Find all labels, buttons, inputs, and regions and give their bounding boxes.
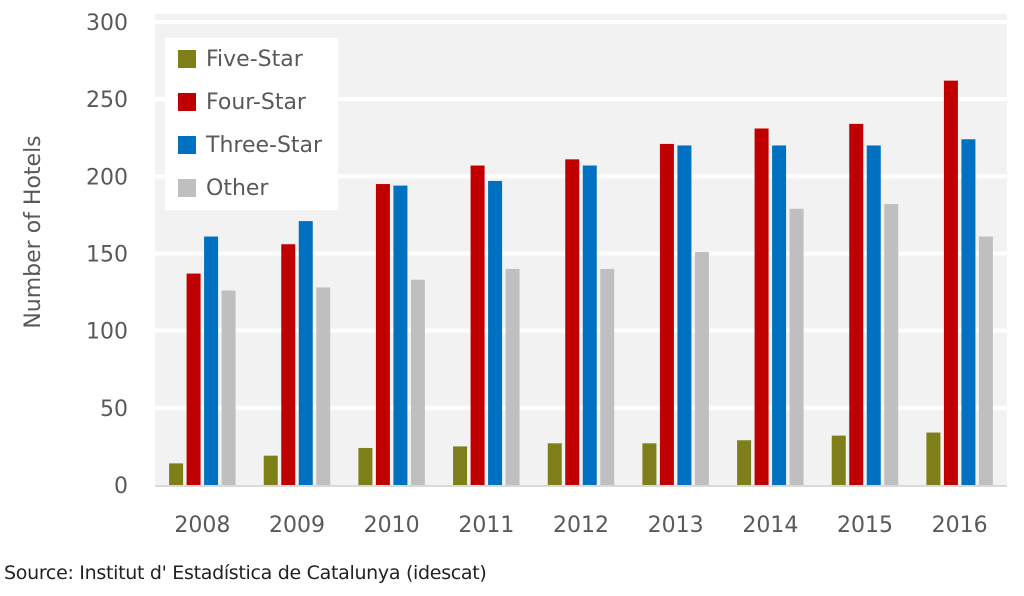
bar-three-star-2009 — [298, 221, 313, 485]
bar-five-star-2015 — [831, 435, 846, 485]
bar-other-2012 — [600, 268, 615, 485]
bar-three-star-2012 — [582, 165, 597, 485]
bar-four-star-2010 — [375, 184, 390, 486]
x-tick-label: 2015 — [837, 513, 893, 538]
legend-label: Other — [206, 176, 269, 201]
bars — [169, 80, 993, 486]
bar-three-star-2008 — [204, 236, 219, 485]
legend-label: Five-Star — [206, 47, 304, 72]
bar-three-star-2016 — [961, 139, 976, 485]
bar-four-star-2013 — [659, 143, 674, 485]
x-tick-label: 2010 — [364, 513, 420, 538]
bar-four-star-2011 — [470, 165, 485, 485]
bar-three-star-2013 — [677, 145, 692, 485]
bar-four-star-2012 — [565, 159, 580, 485]
bar-other-2011 — [505, 268, 520, 485]
x-axis-ticks: 2008 2009 2010 2011 2012 2013 2014 2015 2016 — [174, 513, 987, 538]
bar-other-2014 — [789, 208, 804, 485]
bar-four-star-2015 — [849, 123, 864, 486]
bar-five-star-2009 — [263, 455, 278, 485]
bar-five-star-2011 — [453, 446, 468, 485]
bar-other-2010 — [410, 279, 425, 485]
y-tick-label: 300 — [86, 11, 128, 36]
y-axis-label: Number of Hotels — [21, 135, 46, 328]
bar-four-star-2014 — [754, 128, 769, 486]
bar-five-star-2012 — [547, 443, 562, 485]
y-tick-label: 150 — [86, 243, 128, 268]
x-tick-label: 2013 — [648, 513, 704, 538]
y-tick-label: 250 — [86, 88, 128, 113]
bar-five-star-2014 — [737, 440, 752, 485]
bar-other-2009 — [316, 287, 331, 485]
bar-other-2015 — [884, 204, 899, 485]
legend-swatch — [178, 93, 196, 111]
bar-other-2013 — [694, 251, 709, 485]
bar-other-2008 — [221, 290, 236, 485]
legend-label: Four-Star — [206, 90, 307, 115]
bar-five-star-2010 — [358, 447, 373, 485]
bar-five-star-2013 — [642, 443, 657, 485]
bar-other-2016 — [978, 236, 993, 485]
x-tick-label: 2016 — [932, 513, 988, 538]
bar-three-star-2011 — [488, 180, 503, 486]
bar-four-star-2008 — [186, 273, 201, 485]
bar-four-star-2009 — [281, 244, 296, 485]
bar-three-star-2014 — [772, 145, 787, 485]
source-note: Source: Institut d' Estadística de Catal… — [4, 562, 487, 584]
y-axis-ticks: 0 50 100 150 200 250 300 — [86, 11, 128, 499]
bar-five-star-2016 — [926, 432, 941, 485]
legend-label: Three-Star — [205, 133, 323, 158]
bar-five-star-2008 — [169, 463, 184, 485]
y-tick-label: 100 — [86, 320, 128, 345]
bar-three-star-2015 — [866, 145, 881, 485]
x-tick-label: 2014 — [742, 513, 798, 538]
x-tick-label: 2011 — [458, 513, 514, 538]
y-tick-label: 0 — [114, 474, 128, 499]
legend-swatch — [178, 50, 196, 68]
y-tick-label: 200 — [86, 165, 128, 190]
legend-swatch — [178, 136, 196, 154]
bar-four-star-2016 — [943, 80, 958, 485]
legend: Five-Star Four-Star Three-Star Other — [165, 38, 338, 210]
x-tick-label: 2008 — [174, 513, 230, 538]
bar-three-star-2010 — [393, 185, 408, 486]
legend-swatch — [178, 179, 196, 197]
x-tick-label: 2012 — [553, 513, 609, 538]
y-tick-label: 50 — [100, 397, 128, 422]
x-tick-label: 2009 — [269, 513, 325, 538]
